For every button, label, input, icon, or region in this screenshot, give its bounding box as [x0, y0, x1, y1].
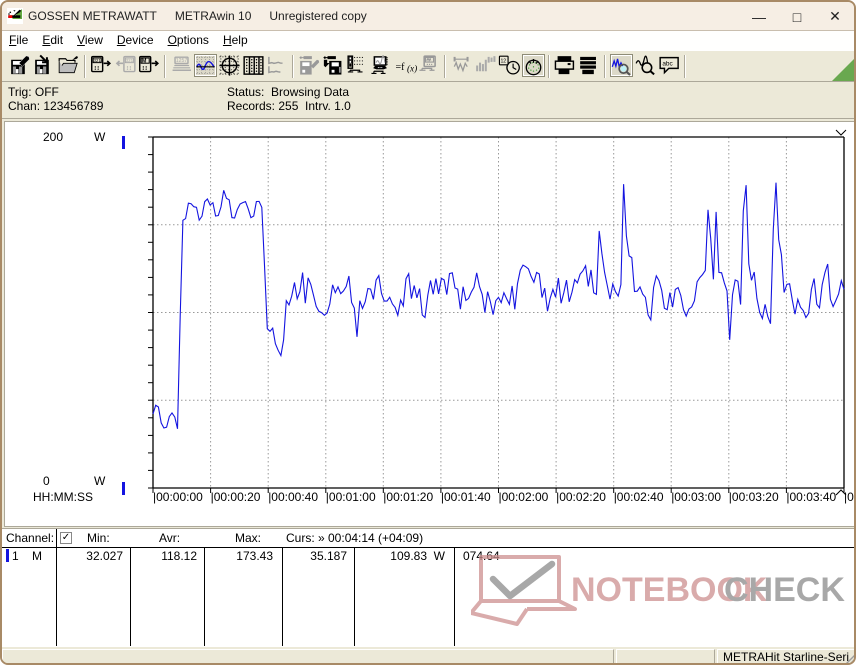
svg-text:CHECK: CHECK [724, 571, 845, 609]
svg-text:M: M [142, 58, 147, 64]
svg-text:(x): (x) [407, 63, 417, 74]
svg-text:12: 12 [500, 59, 506, 65]
svg-text:1257: 1257 [176, 58, 188, 64]
svg-text:321: 321 [93, 58, 101, 63]
svg-text:abc: abc [662, 61, 673, 68]
svg-text:321: 321 [126, 58, 134, 63]
svg-text:=f: =f [395, 62, 405, 73]
